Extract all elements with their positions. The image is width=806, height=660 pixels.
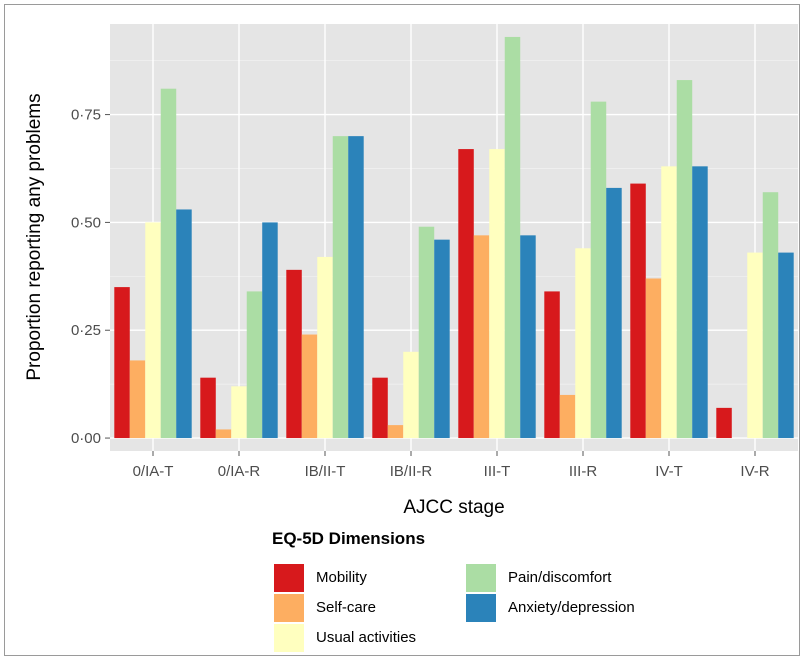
bar-self-care [473,235,490,439]
bar-self-care [387,425,404,439]
bar-usual-activities [145,222,161,439]
x-tick-label: IV-T [655,463,683,480]
bar-mobility [372,377,388,439]
x-axis: 0/IA-T 0/IA-R IB/II-T IB/II-R III-T III-R IV-T… [133,451,770,480]
bar-pain-discomfort [504,36,521,439]
bar-anxiety-depression [778,252,794,439]
bar-pain-discomfort [418,226,435,439]
bar-mobility [630,183,646,439]
bar-mobility [286,269,302,439]
bar-usual-activities [231,386,247,439]
bar-self-care [645,278,662,439]
bar-usual-activities [317,256,333,439]
bar-anxiety-depression [606,187,622,439]
legend-title: EQ-5D Dimensions [272,529,426,548]
legend-swatch-usual-activities [274,624,304,652]
y-tick-label: 0·00 [71,430,101,447]
bar-anxiety-depression [348,136,364,439]
bar-pain-discomfort [676,80,693,439]
legend-swatch-pain-discomfort [466,564,496,592]
bar-mobility [114,287,130,439]
figure-frame [4,4,800,656]
bar-anxiety-depression [520,235,536,439]
legend-label-pain-discomfort: Pain/discomfort [508,569,612,586]
legend-swatch-anxiety-depression [466,594,496,622]
x-tick-label: III-T [484,463,511,480]
x-tick-label: IV-R [740,463,769,480]
bar-usual-activities [575,248,591,439]
bar-usual-activities [747,252,763,439]
bar-usual-activities [661,166,677,439]
bar-pain-discomfort [246,291,263,439]
legend: EQ-5D Dimensions Mobility Self-care Usua… [270,527,690,655]
bar-anxiety-depression [176,209,192,439]
bar-pain-discomfort [590,101,607,439]
bar-self-care [301,334,318,439]
y-axis: 0·00 0·25 0·50 0·75 [71,107,110,447]
x-axis-label: AJCC stage [403,497,504,518]
bar-usual-activities [403,351,419,439]
legend-swatch-mobility [274,564,304,592]
bar-anxiety-depression [692,166,708,439]
legend-swatch-self-care [274,594,304,622]
bars [114,36,794,439]
legend-label-self-care: Self-care [316,599,377,616]
bar-mobility [544,291,560,439]
bar-pain-discomfort [332,136,349,439]
bar-anxiety-depression [262,222,278,439]
legend-label-anxiety-depression: Anxiety/depression [508,599,635,616]
x-tick-label: 0/IA-T [133,463,174,480]
bar-pain-discomfort [762,192,779,439]
x-tick-label: IB/II-T [305,463,346,480]
x-tick-label: III-R [569,463,597,480]
y-tick-label: 0·50 [71,214,101,231]
y-axis-label: Proportion reporting any problems [24,93,45,380]
bar-self-care [215,429,232,439]
x-tick-label: IB/II-R [390,463,433,480]
bar-usual-activities [489,149,505,439]
x-tick-label: 0/IA-R [218,463,261,480]
y-tick-label: 0·75 [71,107,101,124]
bar-chart: 0·00 0·25 0·50 0·75 0/IA-T 0/IA-R IB/II-T IB/I… [24,24,798,518]
legend-label-mobility: Mobility [316,569,367,586]
bar-self-care [129,360,146,439]
bar-anxiety-depression [434,239,450,439]
legend-label-usual-activities: Usual activities [316,629,417,646]
bar-mobility [716,407,732,439]
bar-mobility [200,377,216,439]
bar-mobility [458,149,474,439]
bar-pain-discomfort [160,88,177,439]
y-tick-label: 0·25 [71,322,101,339]
bar-self-care [559,394,576,439]
